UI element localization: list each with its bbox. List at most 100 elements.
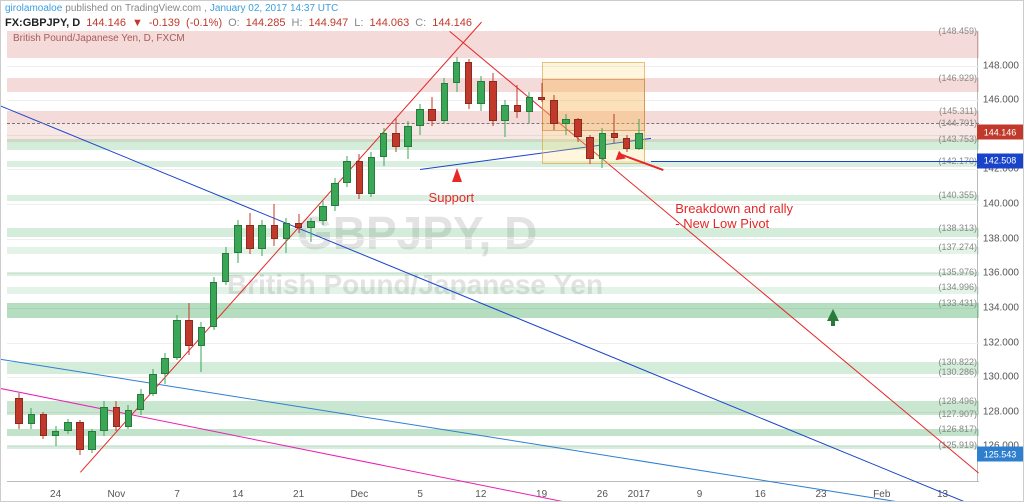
- zone-label: (130.286): [938, 367, 977, 377]
- candle[interactable]: [428, 31, 436, 481]
- candle[interactable]: [380, 31, 388, 481]
- candle[interactable]: [295, 31, 303, 481]
- price-tag: 142.508: [977, 153, 1023, 168]
- publish-header: girolamoaloe published on TradingView.co…: [1, 1, 1023, 15]
- symbol-info-bar: FX:GBPJPY, D 144.146 ▼ -0.139 (-0.1%) O:…: [1, 15, 1023, 31]
- candle[interactable]: [137, 31, 145, 481]
- x-tick: 5: [417, 489, 423, 500]
- zone-label: (133.431): [938, 298, 977, 308]
- candle[interactable]: [258, 31, 266, 481]
- candle[interactable]: [28, 31, 36, 481]
- candle[interactable]: [125, 31, 133, 481]
- y-tick: 146.000: [983, 95, 1019, 106]
- candle[interactable]: [161, 31, 169, 481]
- candle[interactable]: [52, 31, 60, 481]
- y-tick: 134.000: [983, 302, 1019, 313]
- candle[interactable]: [198, 31, 206, 481]
- x-tick: 14: [232, 489, 243, 500]
- x-tick: 2017: [628, 489, 650, 500]
- candle[interactable]: [356, 31, 364, 481]
- y-tick: 138.000: [983, 233, 1019, 244]
- last-price: 144.146: [86, 17, 126, 29]
- zone-label: (128.496): [938, 396, 977, 406]
- candle[interactable]: [477, 31, 485, 481]
- candle[interactable]: [307, 31, 315, 481]
- h-label: H:: [292, 17, 303, 29]
- zone-label: (127.907): [938, 409, 977, 419]
- candle[interactable]: [538, 31, 546, 481]
- zone-label: (134.996): [938, 282, 977, 292]
- annotation-support: Support: [429, 190, 475, 205]
- arrow-up-icon: [452, 168, 462, 182]
- candle[interactable]: [100, 31, 108, 481]
- x-tick: 26: [597, 489, 608, 500]
- y-tick: 148.000: [983, 60, 1019, 71]
- candle[interactable]: [441, 31, 449, 481]
- annotation-line2: - New Low Pivot: [675, 216, 793, 231]
- candle[interactable]: [210, 31, 218, 481]
- candle[interactable]: [599, 31, 607, 481]
- candle[interactable]: [368, 31, 376, 481]
- panel-label: British Pound/Japanese Yen, D, FXCM: [13, 33, 185, 44]
- candle[interactable]: [574, 31, 582, 481]
- y-axis[interactable]: 126.000128.000130.000132.000134.000136.0…: [977, 31, 1023, 481]
- candle[interactable]: [185, 31, 193, 481]
- y-tick: 132.000: [983, 337, 1019, 348]
- published-label: published on: [65, 3, 122, 14]
- candle[interactable]: [635, 31, 643, 481]
- candle[interactable]: [465, 31, 473, 481]
- zone-label: (148.459): [938, 26, 977, 36]
- o-label: O:: [228, 17, 240, 29]
- candle[interactable]: [88, 31, 96, 481]
- zone-label: (146.929): [938, 73, 977, 83]
- x-tick: 9: [697, 489, 703, 500]
- candle[interactable]: [562, 31, 570, 481]
- l-value: 144.063: [369, 17, 409, 29]
- candle[interactable]: [623, 31, 631, 481]
- candle[interactable]: [550, 31, 558, 481]
- candle[interactable]: [392, 31, 400, 481]
- candle[interactable]: [514, 31, 522, 481]
- candle[interactable]: [404, 31, 412, 481]
- candle[interactable]: [319, 31, 327, 481]
- zone-label: (126.817): [938, 424, 977, 434]
- candle[interactable]: [246, 31, 254, 481]
- candle[interactable]: [40, 31, 48, 481]
- annotation-breakdown: Breakdown and rally- New Low Pivot: [675, 201, 793, 231]
- candle[interactable]: [526, 31, 534, 481]
- candle[interactable]: [453, 31, 461, 481]
- candle[interactable]: [331, 31, 339, 481]
- candle[interactable]: [113, 31, 121, 481]
- chart-container: girolamoaloe published on TradingView.co…: [0, 0, 1024, 502]
- candle[interactable]: [271, 31, 279, 481]
- chart-plot[interactable]: British Pound/Japanese Yen, D, FXCM GBPJ…: [7, 31, 979, 481]
- c-value: 144.146: [432, 17, 472, 29]
- horizontal-line[interactable]: [651, 161, 979, 162]
- symbol-label[interactable]: FX:GBPJPY, D: [5, 17, 80, 29]
- candle[interactable]: [64, 31, 72, 481]
- candle[interactable]: [149, 31, 157, 481]
- candle[interactable]: [173, 31, 181, 481]
- x-tick: 21: [293, 489, 304, 500]
- change-pct: (-0.1%): [186, 17, 222, 29]
- candle[interactable]: [343, 31, 351, 481]
- x-tick: Nov: [107, 489, 125, 500]
- zone-label: (140.355): [938, 190, 977, 200]
- author-name[interactable]: girolamoaloe: [5, 3, 62, 14]
- price-tag: 144.146: [977, 125, 1023, 140]
- candle[interactable]: [416, 31, 424, 481]
- candle[interactable]: [586, 31, 594, 481]
- chart-wrap[interactable]: British Pound/Japanese Yen, D, FXCM GBPJ…: [1, 31, 1023, 502]
- candle[interactable]: [611, 31, 619, 481]
- candle[interactable]: [501, 31, 509, 481]
- zone-label: (138.313): [938, 223, 977, 233]
- candle[interactable]: [283, 31, 291, 481]
- zone-label: (135.976): [938, 267, 977, 277]
- candle[interactable]: [222, 31, 230, 481]
- zone-label: (143.753): [938, 134, 977, 144]
- candle[interactable]: [489, 31, 497, 481]
- change-value: -0.139: [149, 17, 180, 29]
- candle[interactable]: [234, 31, 242, 481]
- candle[interactable]: [76, 31, 84, 481]
- candle[interactable]: [15, 31, 23, 481]
